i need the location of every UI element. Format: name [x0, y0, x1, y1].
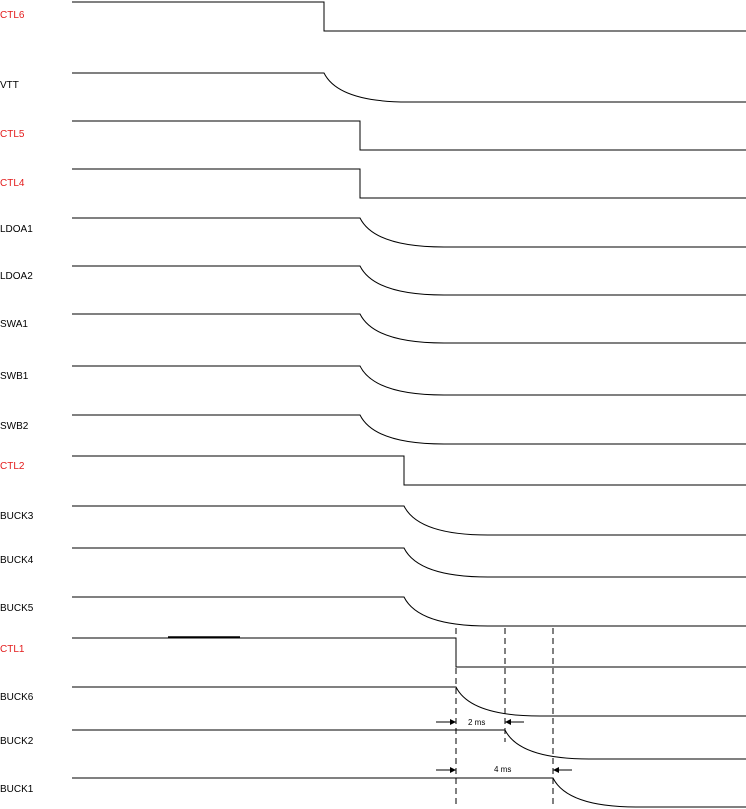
waveform-ldoa1: [72, 217, 746, 248]
signal-label-buck4: BUCK4: [0, 555, 34, 566]
signal-label-ctl6: CTL6: [0, 10, 25, 21]
waveform-swb1: [72, 365, 746, 396]
waveform-swa1: [72, 313, 746, 344]
signal-label-swb2: SWB2: [0, 421, 29, 432]
waveform-swb2: [72, 414, 746, 445]
waveform-ctl5: [72, 120, 746, 151]
waveform-buck4: [72, 547, 746, 578]
signal-label-vtt: VTT: [0, 80, 19, 91]
waveform-buck3: [72, 505, 746, 536]
signal-label-ctl4: CTL4: [0, 178, 25, 189]
arrow-head-icon: [505, 719, 511, 725]
signal-label-buck6: BUCK6: [0, 692, 34, 703]
waveform-buck1: [72, 777, 746, 808]
waveform-ctl1: [72, 637, 746, 668]
signal-label-buck2: BUCK2: [0, 736, 34, 747]
waveforms: [72, 1, 746, 808]
waveform-ctl4: [72, 168, 746, 199]
signal-label-ctl1: CTL1: [0, 644, 25, 655]
waveform-vtt: [72, 72, 746, 103]
signal-label-ldoa2: LDOA2: [0, 271, 33, 282]
signal-label-ctl5: CTL5: [0, 129, 25, 140]
signal-label-swb1: SWB1: [0, 371, 29, 382]
waveform-ctl6: [72, 1, 746, 32]
arrow-head-icon: [450, 767, 456, 773]
waveform-ldoa2: [72, 265, 746, 296]
signal-label-ctl2: CTL2: [0, 461, 25, 472]
waveform-buck2: [72, 729, 746, 760]
signal-label-swa1: SWA1: [0, 319, 28, 330]
signal-label-buck1: BUCK1: [0, 784, 34, 795]
arrow-head-icon: [553, 767, 559, 773]
timing-markers: 2 ms 4 ms: [168, 628, 572, 805]
waveform-buck5: [72, 596, 746, 627]
waveform-buck6: [72, 686, 746, 717]
interval-label-2ms: 2 ms: [468, 718, 485, 727]
signal-labels: CTL6 VTT CTL5 CTL4 LDOA1 LDOA2 SWA1 SWB1 SWB2 CTL…: [0, 10, 34, 795]
signal-label-buck3: BUCK3: [0, 511, 34, 522]
waveform-ctl2: [72, 455, 746, 486]
signal-label-buck5: BUCK5: [0, 603, 34, 614]
arrow-head-icon: [450, 719, 456, 725]
signal-label-ldoa1: LDOA1: [0, 224, 33, 235]
interval-label-4ms: 4 ms: [494, 765, 511, 774]
